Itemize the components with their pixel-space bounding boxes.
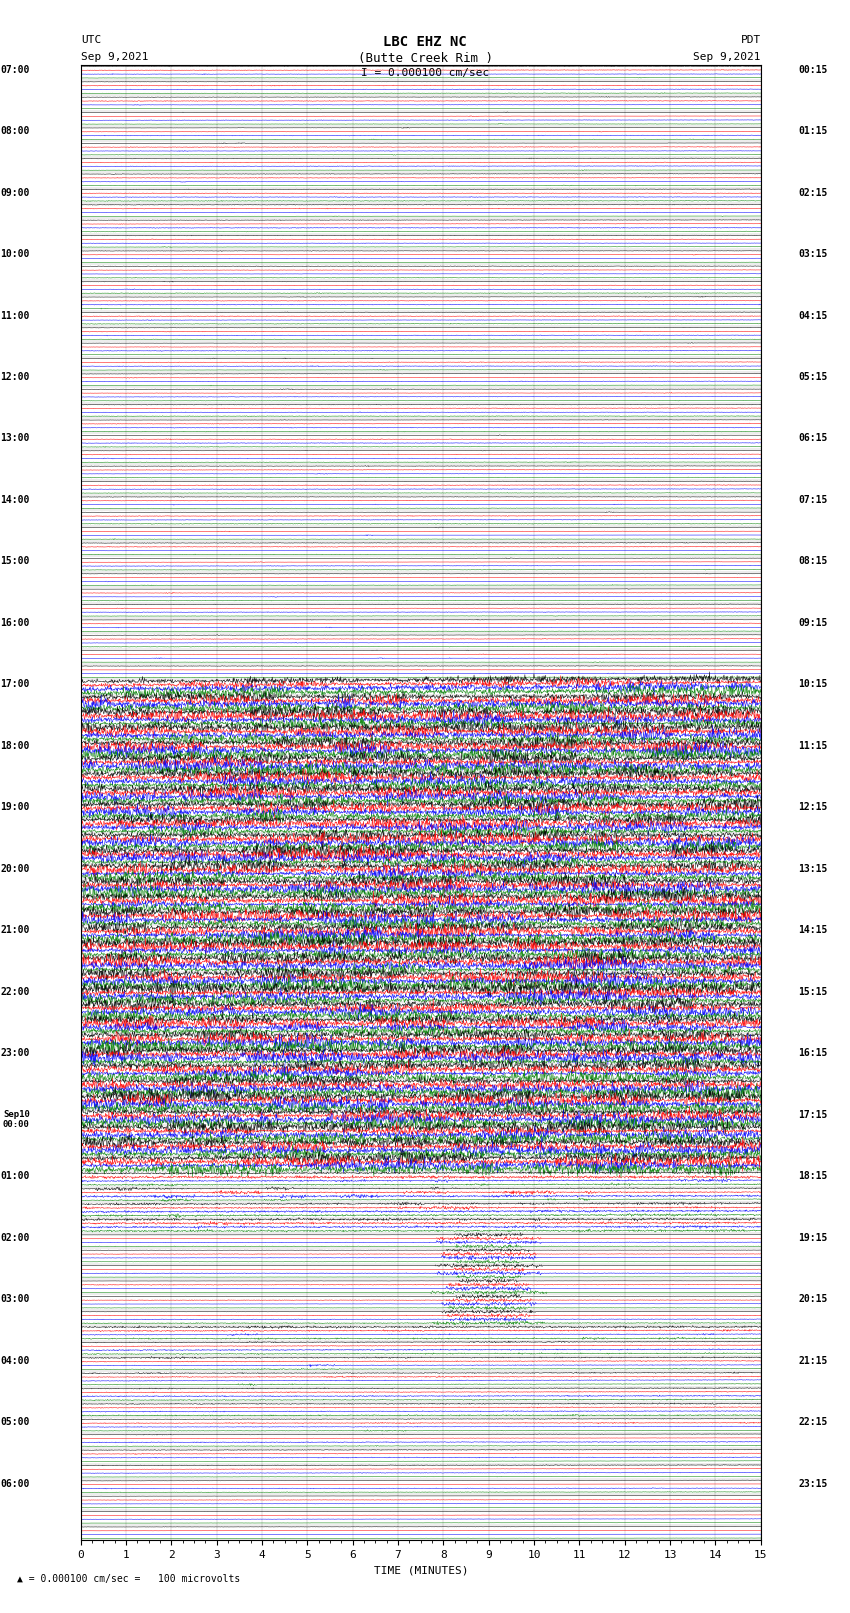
Text: 09:00: 09:00 — [0, 187, 30, 197]
Text: 10:15: 10:15 — [798, 679, 828, 689]
Text: 21:00: 21:00 — [0, 926, 30, 936]
Text: 15:15: 15:15 — [798, 987, 828, 997]
Text: 18:00: 18:00 — [0, 740, 30, 752]
Text: 04:00: 04:00 — [0, 1357, 30, 1366]
Text: 11:15: 11:15 — [798, 740, 828, 752]
Text: 22:15: 22:15 — [798, 1418, 828, 1428]
Text: 23:15: 23:15 — [798, 1479, 828, 1489]
Text: 08:15: 08:15 — [798, 556, 828, 566]
Text: 23:00: 23:00 — [0, 1048, 30, 1058]
Text: 18:15: 18:15 — [798, 1171, 828, 1181]
Text: 04:15: 04:15 — [798, 310, 828, 321]
Text: (Butte Creek Rim ): (Butte Creek Rim ) — [358, 52, 492, 65]
Text: 06:00: 06:00 — [0, 1479, 30, 1489]
Text: 08:00: 08:00 — [0, 126, 30, 135]
Text: 06:15: 06:15 — [798, 434, 828, 444]
Text: 11:00: 11:00 — [0, 310, 30, 321]
Text: 15:00: 15:00 — [0, 556, 30, 566]
Text: 01:00: 01:00 — [0, 1171, 30, 1181]
Text: 09:15: 09:15 — [798, 618, 828, 627]
Text: Sep 9,2021: Sep 9,2021 — [694, 52, 761, 61]
Text: 02:00: 02:00 — [0, 1232, 30, 1244]
Text: 17:15: 17:15 — [798, 1110, 828, 1119]
Text: 16:00: 16:00 — [0, 618, 30, 627]
Text: ▲ = 0.000100 cm/sec =   100 microvolts: ▲ = 0.000100 cm/sec = 100 microvolts — [17, 1574, 241, 1584]
Text: 17:00: 17:00 — [0, 679, 30, 689]
Text: 10:00: 10:00 — [0, 248, 30, 260]
Text: 21:15: 21:15 — [798, 1357, 828, 1366]
Text: 14:15: 14:15 — [798, 926, 828, 936]
Text: Sep 9,2021: Sep 9,2021 — [81, 52, 148, 61]
Text: 03:15: 03:15 — [798, 248, 828, 260]
Text: 05:00: 05:00 — [0, 1418, 30, 1428]
Text: PDT: PDT — [740, 35, 761, 45]
Text: 20:15: 20:15 — [798, 1294, 828, 1305]
Text: 16:15: 16:15 — [798, 1048, 828, 1058]
Text: 14:00: 14:00 — [0, 495, 30, 505]
Text: 12:15: 12:15 — [798, 803, 828, 813]
Text: 12:00: 12:00 — [0, 373, 30, 382]
Text: 22:00: 22:00 — [0, 987, 30, 997]
Text: 07:15: 07:15 — [798, 495, 828, 505]
Text: 19:15: 19:15 — [798, 1232, 828, 1244]
Text: Sep10
00:00: Sep10 00:00 — [3, 1110, 30, 1129]
Text: 07:00: 07:00 — [0, 65, 30, 74]
Text: 00:15: 00:15 — [798, 65, 828, 74]
Text: 01:15: 01:15 — [798, 126, 828, 135]
Text: 20:00: 20:00 — [0, 865, 30, 874]
Text: 19:00: 19:00 — [0, 803, 30, 813]
Text: 03:00: 03:00 — [0, 1294, 30, 1305]
Text: UTC: UTC — [81, 35, 101, 45]
X-axis label: TIME (MINUTES): TIME (MINUTES) — [373, 1566, 468, 1576]
Text: 13:00: 13:00 — [0, 434, 30, 444]
Text: 13:15: 13:15 — [798, 865, 828, 874]
Text: I = 0.000100 cm/sec: I = 0.000100 cm/sec — [361, 68, 489, 77]
Text: 05:15: 05:15 — [798, 373, 828, 382]
Text: LBC EHZ NC: LBC EHZ NC — [383, 35, 467, 50]
Text: 02:15: 02:15 — [798, 187, 828, 197]
